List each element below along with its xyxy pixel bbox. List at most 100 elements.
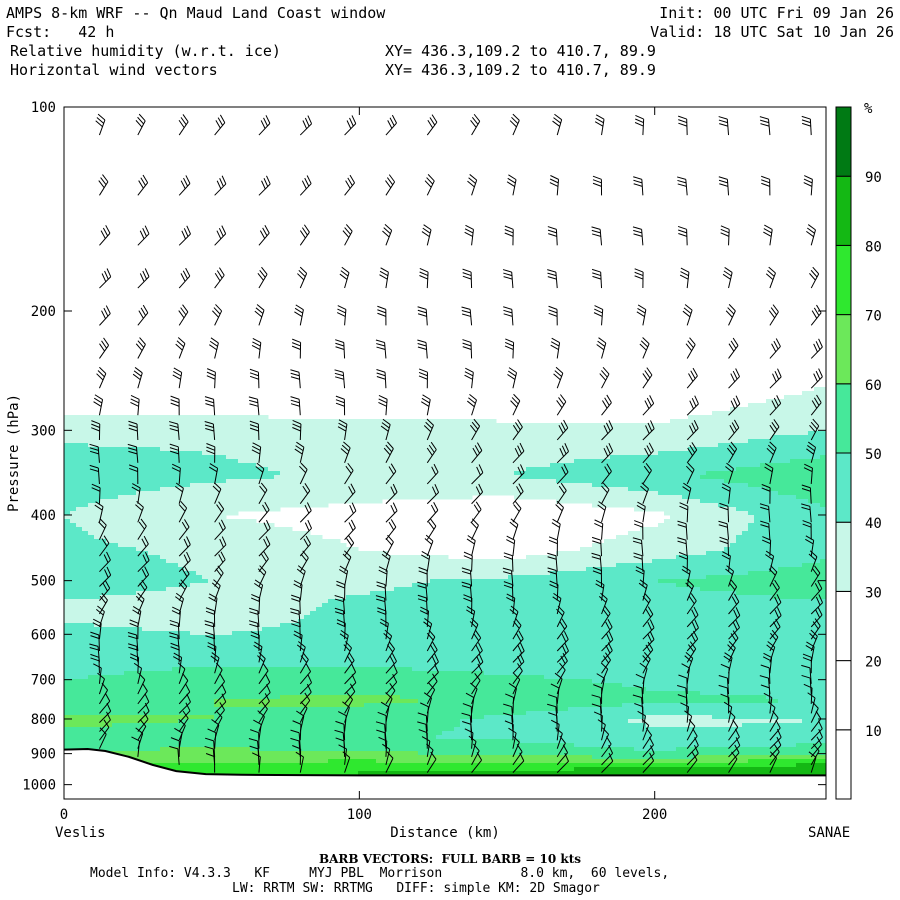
rh-cell [580, 439, 587, 444]
rh-cell [682, 567, 689, 572]
rh-cell [250, 555, 257, 560]
rh-cell [496, 591, 503, 596]
rh-cell [286, 563, 293, 568]
rh-cell [268, 559, 275, 564]
rh-cell [220, 515, 227, 520]
rh-cell [232, 415, 239, 420]
rh-cell [238, 531, 245, 536]
rh-cell [808, 591, 815, 596]
rh-cell [358, 551, 365, 556]
rh-cell [550, 431, 557, 436]
rh-cell [94, 575, 101, 580]
rh-cell [316, 543, 323, 548]
rh-cell [784, 403, 791, 408]
rh-cell [76, 555, 83, 560]
rh-cell [208, 495, 215, 500]
rh-cell [706, 447, 713, 452]
rh-cell [100, 423, 107, 428]
rh-cell [268, 451, 275, 456]
rh-cell [340, 495, 347, 500]
rh-cell [70, 415, 77, 420]
rh-cell [172, 523, 179, 528]
rh-cell [88, 475, 95, 480]
rh-cell [304, 471, 311, 476]
rh-cell [202, 559, 209, 564]
rh-cell [100, 439, 107, 444]
rh-cell [118, 419, 125, 424]
rh-cell [196, 435, 203, 440]
rh-cell [166, 483, 173, 488]
rh-cell [682, 591, 689, 596]
rh-cell [514, 467, 521, 472]
rh-cell [226, 587, 233, 592]
rh-cell [88, 415, 95, 420]
rh-cell [670, 583, 677, 588]
rh-cell [220, 575, 227, 580]
rh-cell [418, 479, 425, 484]
rh-cell [460, 571, 467, 576]
rh-cell [154, 571, 161, 576]
rh-cell [196, 595, 203, 600]
rh-cell [196, 483, 203, 488]
rh-cell [556, 575, 563, 580]
rh-cell [94, 427, 101, 432]
rh-cell [64, 515, 71, 520]
rh-cell [784, 535, 791, 540]
rh-cell [322, 459, 329, 464]
rh-cell [664, 571, 671, 576]
rh-cell [556, 451, 563, 456]
rh-cell [550, 487, 557, 492]
rh-cell [766, 563, 773, 568]
rh-cell [286, 499, 293, 504]
rh-cell [106, 467, 113, 472]
rh-cell [586, 451, 593, 456]
rh-cell [388, 587, 395, 592]
rh-cell [778, 487, 785, 492]
rh-cell [394, 579, 401, 584]
rh-cell [790, 515, 797, 520]
rh-cell [766, 571, 773, 576]
rh-cell [184, 499, 191, 504]
rh-cell [202, 523, 209, 528]
rh-cell [688, 583, 695, 588]
rh-cell [142, 427, 149, 432]
rh-cell [820, 487, 826, 492]
rh-cell [664, 495, 671, 500]
rh-cell [700, 563, 707, 568]
rh-cell [664, 587, 671, 592]
rh-cell [586, 439, 593, 444]
rh-cell [340, 451, 347, 456]
rh-cell [664, 427, 671, 432]
rh-cell [742, 543, 749, 548]
rh-cell [196, 543, 203, 548]
rh-cell [304, 551, 311, 556]
rh-cell [610, 543, 617, 548]
rh-cell [64, 559, 71, 564]
rh-cell [424, 559, 431, 564]
rh-cell [334, 551, 341, 556]
rh-cell [298, 539, 305, 544]
rh-cell [526, 455, 533, 460]
rh-cell [322, 455, 329, 460]
rh-cell [814, 419, 821, 424]
rh-cell [712, 491, 719, 496]
rh-cell [76, 507, 83, 512]
rh-cell [682, 419, 689, 424]
rh-cell [436, 463, 443, 468]
rh-cell [622, 551, 629, 556]
rh-cell [820, 423, 826, 428]
rh-cell [268, 419, 275, 424]
rh-cell [532, 459, 539, 464]
rh-cell [430, 583, 437, 588]
rh-cell [154, 583, 161, 588]
rh-cell [658, 483, 665, 488]
rh-cell [700, 527, 707, 532]
rh-cell [208, 527, 215, 532]
rh-cell [694, 455, 701, 460]
rh-cell [262, 487, 269, 492]
rh-cell [670, 451, 677, 456]
rh-cell [256, 571, 263, 576]
rh-cell [526, 431, 533, 436]
rh-cell [730, 479, 737, 484]
rh-cell [256, 487, 263, 492]
